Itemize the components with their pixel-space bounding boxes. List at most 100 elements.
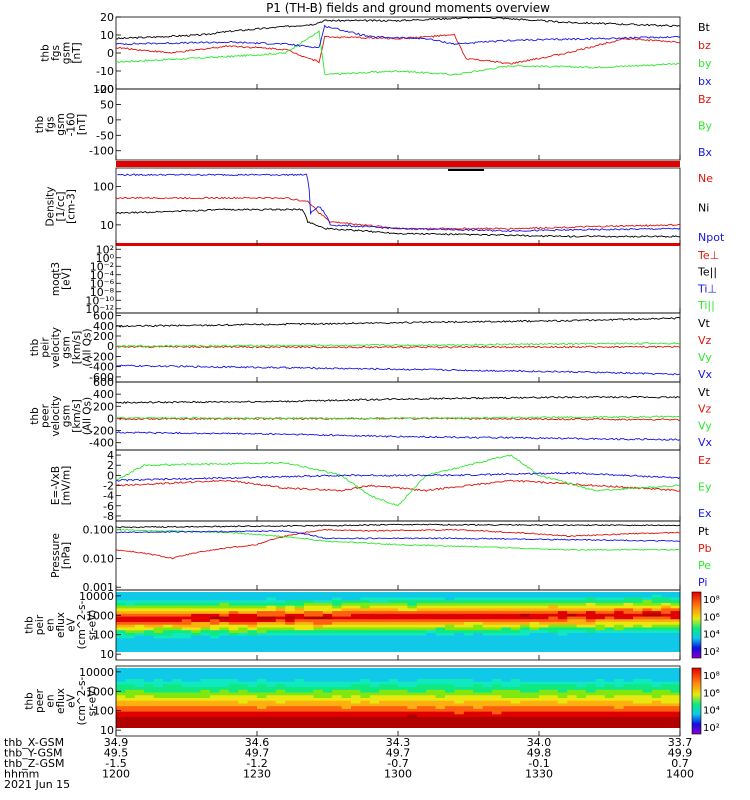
quality-flag-bar	[116, 161, 680, 167]
legend-bz: bz	[698, 39, 711, 52]
panel-frame	[115, 167, 681, 246]
y-axis-label: eV	[66, 617, 78, 631]
footer-value: 1300	[384, 768, 412, 781]
y-axis-label: thb	[24, 692, 36, 710]
footer-value: 34.3	[386, 736, 411, 749]
y-tick-label: -200	[89, 350, 114, 363]
legend-pe: Pe	[698, 559, 711, 572]
y-axis-label: gsm	[60, 42, 72, 64]
y-axis-label: peir	[34, 614, 46, 635]
y-tick-label: 0.010	[83, 552, 115, 565]
y-tick-label: 10⁻¹⁰	[85, 294, 114, 307]
legend-ey: Ey	[698, 481, 712, 494]
y-axis-label: gsm	[55, 113, 67, 135]
footer: thb_X-GSM 34.9 34.6 34.3 34.0 33.7 thb_Y-GSM 49…	[4, 84, 694, 791]
legend-ti: Ti||	[697, 299, 715, 312]
y-axis-label: velocity	[50, 395, 62, 436]
colorbar-label: 10²	[703, 647, 720, 658]
legend-ti: Ti⊥	[697, 282, 717, 295]
legend-vx: Vx	[698, 436, 713, 449]
y-axis-label: eflux	[55, 688, 67, 714]
series-line-bz	[115, 33, 681, 65]
footer-value: 1330	[525, 768, 553, 781]
series-line-vt	[115, 316, 681, 328]
y-axis-label: [cm-3]	[66, 189, 78, 224]
legend-npot: Npot	[698, 231, 725, 244]
colorbar-label: 10⁶	[703, 612, 720, 623]
y-tick-label: 0.001	[83, 581, 115, 594]
y-tick-label: 10	[100, 29, 114, 42]
y-axis-label: Pressure	[50, 533, 62, 578]
panel-3: 100 10 Density[1/cc][cm-3] Ne Ni Npot	[45, 167, 725, 246]
spectrogram-10	[116, 668, 681, 736]
y-axis-label: sr-eV)	[87, 610, 99, 641]
legend-bz: Bz	[698, 93, 712, 106]
footer-row-label: thb_Y-GSM	[4, 747, 63, 760]
footer-value: 1230	[243, 768, 271, 781]
footer-value: 49.7	[386, 747, 411, 760]
y-tick-label: 400	[93, 388, 114, 401]
y-axis-label: gsm	[60, 336, 72, 358]
series-line-vx	[115, 431, 681, 441]
y-axis-label: (cm^2-s-	[76, 676, 88, 725]
y-tick-label: 0	[107, 47, 114, 60]
y-tick-label: 400	[93, 320, 114, 333]
y-axis-label: Density	[45, 187, 57, 227]
y-tick-label: 2	[107, 459, 114, 472]
footer-value: -0.1	[528, 757, 549, 770]
y-tick-label: 600	[93, 310, 114, 323]
y-axis-label: [km/s]	[71, 331, 83, 365]
colorbar-label: 10²	[703, 723, 720, 734]
series-line-vy	[115, 415, 681, 420]
y-tick-label: 10⁻¹²	[85, 303, 114, 316]
y-tick-label: 0	[107, 114, 114, 127]
y-axis-label: [1/cc]	[55, 192, 67, 222]
colorbar-label: 10⁸	[703, 671, 720, 682]
legend-ex: Ex	[698, 507, 712, 520]
y-axis-label: [nT]	[71, 42, 83, 63]
footer-value: 1400	[666, 768, 694, 781]
series-line-vt	[115, 395, 681, 404]
y-tick-label: -600	[89, 371, 114, 384]
footer-row-label: thb_X-GSM	[4, 736, 64, 749]
series-line-npot	[117, 173, 681, 232]
legend-by: By	[698, 120, 713, 133]
y-tick-label: 10	[100, 219, 114, 232]
colorbar-label: 10⁴	[703, 630, 720, 641]
y-tick-label: -50	[96, 129, 114, 142]
y-axis-label: (All Qs)	[81, 328, 93, 366]
y-axis-label: velocity	[50, 327, 62, 368]
footer-value: 49.5	[104, 747, 129, 760]
series-line-pe	[115, 528, 681, 551]
y-tick-label: 50	[100, 98, 114, 111]
panels: 20100-10-20thbfgsgsm[nT]Btbzbybx100500-5…	[24, 11, 725, 737]
y-tick-label: 0	[107, 340, 114, 353]
y-tick-label: 10⁻⁶	[90, 277, 115, 290]
legend-vy: Vy	[698, 351, 712, 364]
y-tick-label: 10²	[96, 243, 114, 256]
y-tick-label: -400	[89, 437, 114, 450]
series-line-pb	[116, 528, 681, 560]
y-axis-label: (cm^2-s-	[76, 600, 88, 649]
series-line-ne	[115, 196, 681, 230]
footer-row-label: thb_Z-GSM	[4, 757, 64, 770]
colorbar-label: 10⁸	[703, 595, 720, 606]
panel-8: 0.100 0.010 0.001 Pressure[nPa] Pt Pb Pe Pi	[50, 520, 712, 594]
series-line-pi	[115, 529, 681, 542]
y-axis-label: [eV]	[60, 268, 72, 290]
legend-ne: Ne	[698, 172, 713, 185]
y-tick-label: 0.100	[83, 524, 115, 537]
y-axis-label: fgs	[45, 117, 57, 133]
series-line-bt	[115, 16, 681, 40]
legend-vz: Vz	[698, 403, 712, 416]
panel-frame	[115, 244, 681, 314]
y-tick-label: 0	[107, 469, 114, 482]
panel-7: 420-2-4-6-8 E=-VxB[mV/m] Ez Ey Ex	[50, 449, 712, 523]
colorbar-label: 10⁶	[703, 688, 720, 699]
y-axis-label: moqt3	[50, 262, 62, 296]
legend-bx: Bx	[698, 146, 713, 159]
y-tick-label: 600	[93, 376, 114, 389]
